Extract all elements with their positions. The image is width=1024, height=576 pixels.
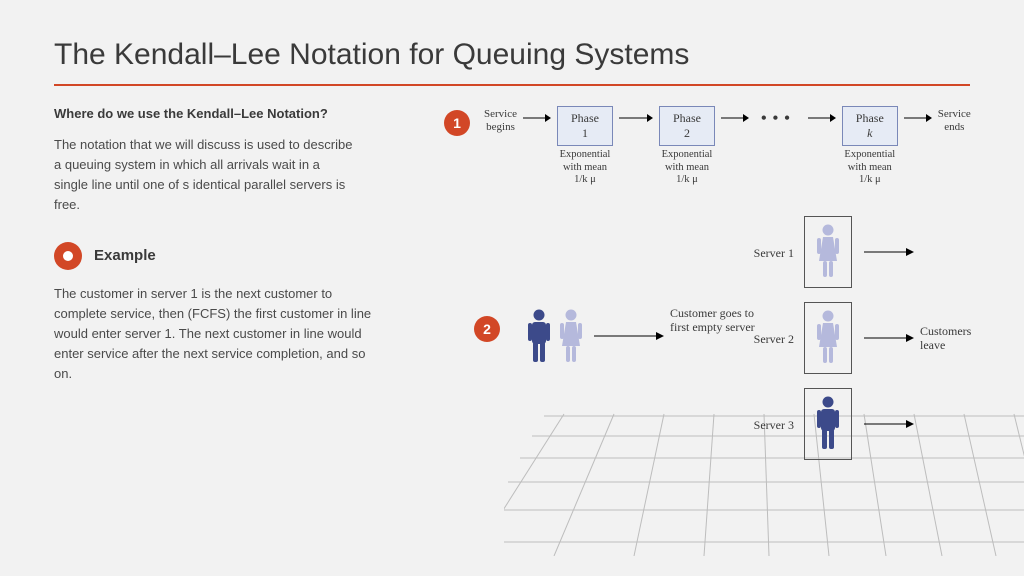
title-rule xyxy=(54,84,970,86)
server-2-box xyxy=(804,302,852,374)
phase-1: Phase 1 Exponentialwith mean1/k μ xyxy=(557,106,613,187)
arrow-icon xyxy=(619,106,653,124)
leave-arrow-1 xyxy=(864,246,914,258)
waiting-customers xyxy=(524,308,586,366)
arrow-icon xyxy=(904,106,932,124)
server-3-label: Server 3 xyxy=(734,418,794,433)
arrow-icon xyxy=(523,106,551,124)
service-begins-label: Servicebegins xyxy=(484,106,517,133)
server-3-box xyxy=(804,388,852,460)
phase-2-sub: Exponentialwith mean1/k μ xyxy=(662,149,713,187)
question-heading: Where do we use the Kendall–Lee Notation… xyxy=(54,106,414,121)
phase-k: Phase k Exponentialwith mean1/k μ xyxy=(842,106,898,187)
example-label: Example xyxy=(94,247,156,264)
arrow-icon xyxy=(808,106,836,124)
server-1-label: Server 1 xyxy=(734,246,794,261)
phase-1-sub: Exponentialwith mean1/k μ xyxy=(560,149,611,187)
phase-1-box: Phase 1 xyxy=(557,106,613,146)
left-column: Where do we use the Kendall–Lee Notation… xyxy=(54,106,414,546)
leave-arrow-2 xyxy=(864,332,914,344)
example-paragraph: The customer in server 1 is the next cus… xyxy=(54,284,384,385)
goes-to-arrow xyxy=(594,330,664,342)
leave-arrow-3 xyxy=(864,418,914,430)
phase-2-box: Phase 2 xyxy=(659,106,715,146)
example-bullet-icon xyxy=(54,242,82,270)
phase-row: Servicebegins Phase 1 Exponentialwith me… xyxy=(484,106,970,187)
server-1-box xyxy=(804,216,852,288)
customers-leave-label: Customersleave xyxy=(920,324,971,353)
goes-to-label: Customer goes tofirst empty server xyxy=(670,306,755,335)
phase-k-box: Phase k xyxy=(842,106,898,146)
server-2-label: Server 2 xyxy=(734,332,794,347)
female-icon xyxy=(556,308,586,366)
arrow-icon xyxy=(721,106,749,124)
badge-1: 1 xyxy=(444,110,470,136)
male-icon xyxy=(813,395,843,453)
diagram-2: Customer goes tofirst empty server Serve… xyxy=(444,216,970,546)
female-icon xyxy=(813,223,843,281)
page-title: The Kendall–Lee Notation for Queuing Sys… xyxy=(0,0,1024,84)
diagram-1: Servicebegins Phase 1 Exponentialwith me… xyxy=(484,106,970,196)
service-ends-label: Serviceends xyxy=(938,106,971,133)
female-icon xyxy=(813,309,843,367)
male-icon xyxy=(524,308,554,366)
intro-paragraph: The notation that we will discuss is use… xyxy=(54,135,354,216)
ellipsis: ••• xyxy=(755,106,802,128)
content-area: Where do we use the Kendall–Lee Notation… xyxy=(0,106,1024,546)
right-diagrams: 1 Servicebegins Phase 1 Exponentialwith … xyxy=(444,106,970,546)
phase-2: Phase 2 Exponentialwith mean1/k μ xyxy=(659,106,715,187)
example-heading-row: Example xyxy=(54,242,414,270)
phase-k-sub: Exponentialwith mean1/k μ xyxy=(844,149,895,187)
